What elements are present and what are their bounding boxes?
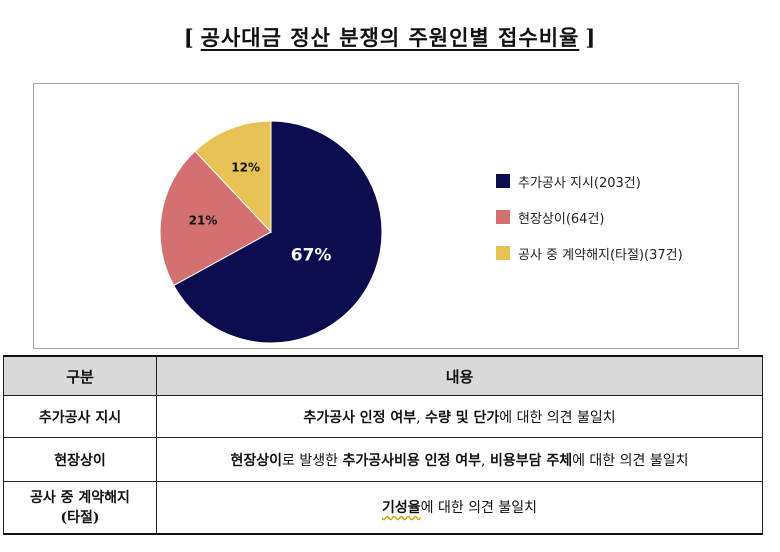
content-segment: , [481,452,490,469]
table-row: 추가공사 지시 추가공사 인정 여부, 수량 및 단가에 대한 의견 불일치 [3,395,763,438]
pie-label-0: 67% [291,246,332,266]
content-segment: 에 대한 의견 불일치 [499,409,616,426]
legend-swatch-0 [496,174,510,188]
pie-slice-1 [159,150,272,287]
table-row: 공사 중 계약해지 (타절) 기성율에 대한 의견 불일치 [3,481,763,535]
chart-area: 67% 21% 12% 추가공사 지시(203건) 현장상이(64건) 공사 중 계… [33,83,739,349]
row-category: 현장상이 [3,437,157,482]
content-segment: , [416,409,426,426]
row-category: 공사 중 계약해지 (타절) [3,481,157,535]
chart-legend: 추가공사 지시(203건) 현장상이(64건) 공사 중 계약해지(타절)(37… [496,171,683,279]
chart-title: [공사대금 정산 분쟁의 주원인별 접수비율] [0,22,780,52]
legend-swatch-2 [496,246,510,260]
content-segment: 에 대한 의견 불일치 [420,500,538,517]
pie-label-1: 21% [189,214,218,228]
pie-label-2: 12% [231,161,260,175]
legend-label-2: 공사 중 계약해지(타절)(37건) [518,247,683,263]
header-category: 구분 [3,355,157,396]
legend-swatch-1 [496,210,510,224]
row-content: 현장상이로 발생한 추가공사비용 인정 여부, 비용부담 주체에 대한 의견 불… [156,437,763,482]
header-content: 내용 [156,355,763,396]
content-segment: 추가공사비용 인정 여부 [342,452,482,469]
table-header-row: 구분 내용 [3,355,763,396]
legend-label-1: 현장상이(64건) [518,211,605,227]
content-segment: 수량 및 단가 [425,409,500,426]
summary-table: 구분 내용 추가공사 지시 추가공사 인정 여부, 수량 및 단가에 대한 의견… [3,355,763,535]
pie-chart: 67% 21% 12% [159,120,383,344]
row-category-line2: (타절) [60,510,100,527]
row-category: 추가공사 지시 [3,395,157,438]
legend-item-2: 공사 중 계약해지(타절)(37건) [496,243,683,263]
row-content: 기성율에 대한 의견 불일치 [156,481,763,535]
legend-item-1: 현장상이(64건) [496,207,683,227]
pie-slice-0 [173,120,383,344]
content-segment: 기성율 [381,500,421,517]
content-segment: 로 발생한 [282,452,343,469]
legend-item-0: 추가공사 지시(203건) [496,171,683,191]
row-category-line1: 공사 중 계약해지 [30,490,130,507]
row-content: 추가공사 인정 여부, 수량 및 단가에 대한 의견 불일치 [156,395,763,438]
title-left-bracket: [ [183,25,195,50]
content-segment: 추가공사 인정 여부 [303,409,417,426]
content-segment: 현장상이 [230,452,283,469]
legend-label-0: 추가공사 지시(203건) [518,175,641,191]
pie-slice-2 [194,120,272,234]
content-segment: 비용부담 주체 [489,452,573,469]
table-row: 현장상이 현장상이로 발생한 추가공사비용 인정 여부, 비용부담 주체에 대한… [3,437,763,482]
content-segment: 에 대한 의견 불일치 [572,452,689,469]
title-right-bracket: ] [585,25,597,50]
title-text: 공사대금 정산 분쟁의 주원인별 접수비율 [200,25,580,50]
